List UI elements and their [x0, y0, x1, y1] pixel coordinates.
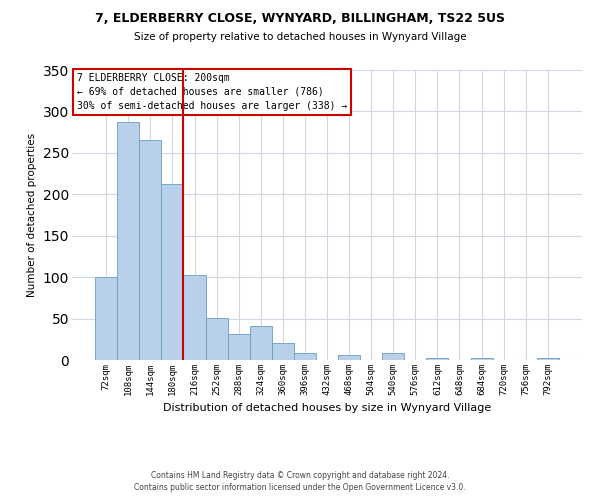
Bar — [139, 140, 161, 360]
Bar — [537, 358, 559, 360]
Bar — [227, 334, 250, 360]
Y-axis label: Number of detached properties: Number of detached properties — [27, 133, 37, 297]
Bar — [272, 344, 294, 360]
Bar — [161, 184, 184, 360]
Bar — [427, 358, 448, 360]
Bar — [470, 358, 493, 360]
Bar — [250, 326, 272, 360]
Bar — [382, 354, 404, 360]
Text: 7 ELDERBERRY CLOSE: 200sqm
← 69% of detached houses are smaller (786)
30% of sem: 7 ELDERBERRY CLOSE: 200sqm ← 69% of deta… — [77, 73, 347, 111]
Text: Contains HM Land Registry data © Crown copyright and database right 2024.
Contai: Contains HM Land Registry data © Crown c… — [134, 471, 466, 492]
Bar — [117, 122, 139, 360]
Bar — [294, 354, 316, 360]
Bar — [184, 274, 206, 360]
Text: Size of property relative to detached houses in Wynyard Village: Size of property relative to detached ho… — [134, 32, 466, 42]
X-axis label: Distribution of detached houses by size in Wynyard Village: Distribution of detached houses by size … — [163, 404, 491, 413]
Bar — [95, 277, 117, 360]
Bar — [338, 355, 360, 360]
Bar — [206, 318, 227, 360]
Text: 7, ELDERBERRY CLOSE, WYNYARD, BILLINGHAM, TS22 5US: 7, ELDERBERRY CLOSE, WYNYARD, BILLINGHAM… — [95, 12, 505, 26]
